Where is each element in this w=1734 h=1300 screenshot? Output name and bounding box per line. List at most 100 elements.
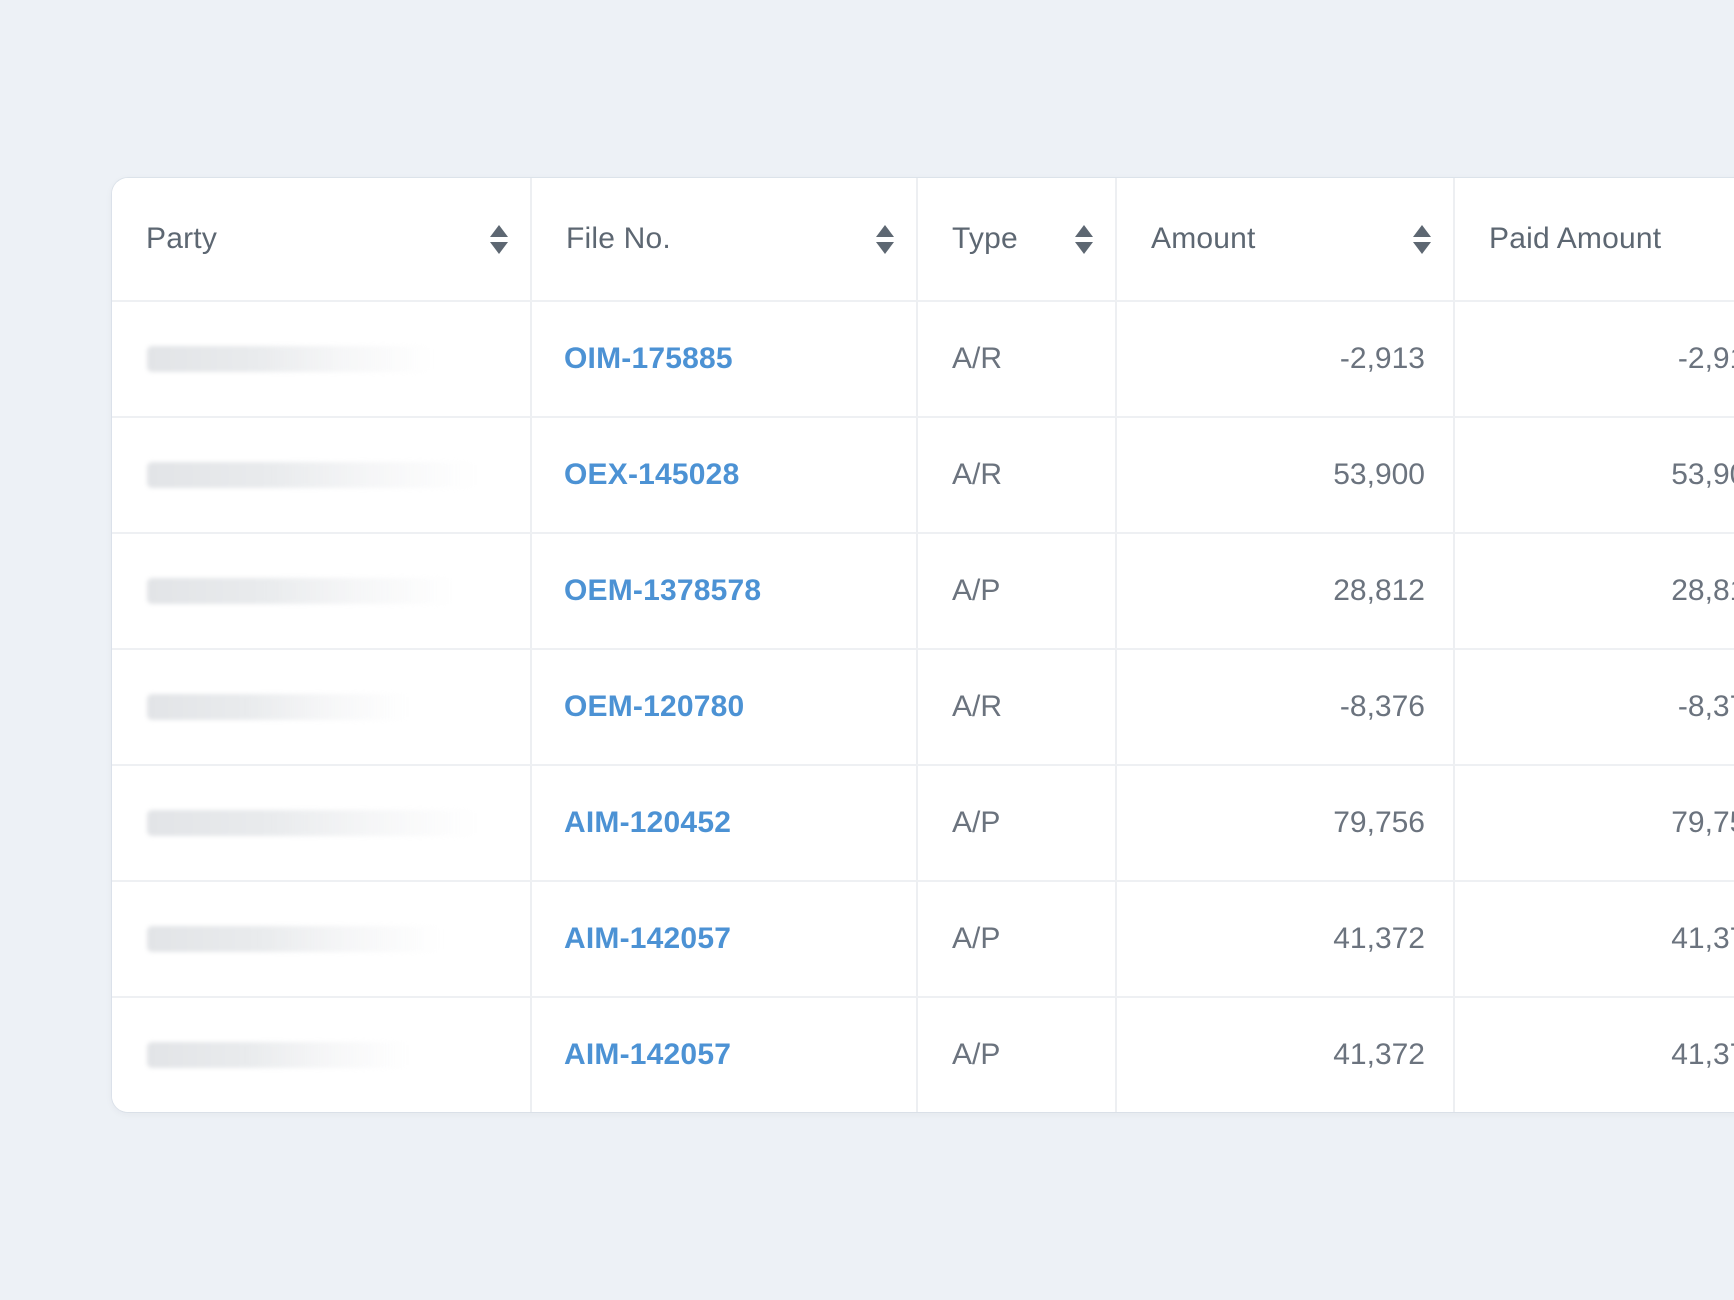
file-no-cell: AIM-120452 — [530, 764, 916, 880]
file-no-link[interactable]: AIM-120452 — [564, 806, 732, 839]
type-value: A/P — [952, 922, 1001, 955]
sort-icon[interactable] — [876, 224, 894, 254]
column-header-party[interactable]: Party — [112, 178, 530, 300]
paid-amount-value: 28,812 — [1671, 574, 1734, 607]
paid-amount-cell: -2,913 — [1453, 300, 1734, 416]
column-header-type[interactable]: Type — [916, 178, 1115, 300]
file-no-cell: OEX-145028 — [530, 416, 916, 532]
paid-amount-cell: 41,372 — [1453, 880, 1734, 996]
column-header-label: Type — [952, 222, 1018, 255]
file-no-link[interactable]: AIM-142057 — [564, 1038, 732, 1071]
file-no-cell: AIM-142057 — [530, 996, 916, 1112]
paid-amount-cell: -8,376 — [1453, 648, 1734, 764]
amount-cell: 41,372 — [1115, 996, 1453, 1112]
sort-down-arrow-icon — [1413, 241, 1431, 254]
amount-value: 41,372 — [1333, 1038, 1425, 1071]
amount-cell: 79,756 — [1115, 764, 1453, 880]
sort-up-arrow-icon — [876, 224, 894, 237]
type-value: A/R — [952, 690, 1003, 723]
column-header-label: Paid Amount — [1489, 222, 1662, 255]
paid-amount-cell: 41,372 — [1453, 996, 1734, 1112]
type-cell: A/R — [916, 648, 1115, 764]
paid-amount-value: 41,372 — [1671, 922, 1734, 955]
party-redacted-text — [147, 926, 442, 952]
party-redacted-text — [147, 1042, 409, 1068]
paid-amount-value: 53,900 — [1671, 458, 1734, 491]
table-body: OIM-175885 A/R -2,913 -2,913 OEX-145028 A/R 53… — [112, 300, 1734, 1112]
paid-amount-value: 79,756 — [1671, 806, 1734, 839]
party-redacted-text — [147, 694, 409, 720]
column-header-label: Party — [146, 222, 218, 255]
paid-amount-cell: 28,812 — [1453, 532, 1734, 648]
party-cell — [112, 880, 530, 996]
column-header-paid_amount[interactable]: Paid Amount — [1453, 178, 1734, 300]
column-header-file_no[interactable]: File No. — [530, 178, 916, 300]
party-redacted-text — [147, 346, 432, 372]
table-row: OIM-175885 A/R -2,913 -2,913 — [112, 300, 1734, 416]
type-cell: A/P — [916, 996, 1115, 1112]
amount-value: -2,913 — [1339, 342, 1425, 375]
amount-cell: -8,376 — [1115, 648, 1453, 764]
type-value: A/P — [952, 806, 1001, 839]
file-no-link[interactable]: OEX-145028 — [564, 458, 740, 491]
table-row: AIM-142057 A/P 41,372 41,372 — [112, 996, 1734, 1112]
party-cell — [112, 996, 530, 1112]
sort-down-arrow-icon — [876, 241, 894, 254]
file-no-link[interactable]: OEM-120780 — [564, 690, 745, 723]
amount-cell: 53,900 — [1115, 416, 1453, 532]
amount-value: 79,756 — [1333, 806, 1425, 839]
file-no-cell: AIM-142057 — [530, 880, 916, 996]
file-no-cell: OIM-175885 — [530, 300, 916, 416]
party-cell — [112, 532, 530, 648]
sort-down-arrow-icon — [1075, 241, 1093, 254]
file-no-link[interactable]: OIM-175885 — [564, 342, 733, 375]
type-cell: A/P — [916, 532, 1115, 648]
party-cell — [112, 300, 530, 416]
party-redacted-text — [147, 462, 477, 488]
paid-amount-value: -2,913 — [1677, 342, 1734, 375]
type-cell: A/R — [916, 416, 1115, 532]
paid-amount-value: -8,376 — [1677, 690, 1734, 723]
amount-value: -8,376 — [1339, 690, 1425, 723]
file-no-link[interactable]: AIM-142057 — [564, 922, 732, 955]
type-cell: A/R — [916, 300, 1115, 416]
type-cell: A/P — [916, 880, 1115, 996]
party-cell — [112, 416, 530, 532]
amount-value: 53,900 — [1333, 458, 1425, 491]
paid-amount-cell: 53,900 — [1453, 416, 1734, 532]
column-header-amount[interactable]: Amount — [1115, 178, 1453, 300]
amount-cell: 41,372 — [1115, 880, 1453, 996]
table-row: AIM-120452 A/P 79,756 79,756 — [112, 764, 1734, 880]
sort-up-arrow-icon — [490, 224, 508, 237]
type-cell: A/P — [916, 764, 1115, 880]
table-row: AIM-142057 A/P 41,372 41,372 — [112, 880, 1734, 996]
amount-cell: 28,812 — [1115, 532, 1453, 648]
type-value: A/R — [952, 342, 1003, 375]
sort-up-arrow-icon — [1413, 224, 1431, 237]
type-value: A/R — [952, 458, 1003, 491]
sort-icon[interactable] — [490, 224, 508, 254]
sort-icon[interactable] — [1413, 224, 1431, 254]
sort-down-arrow-icon — [490, 241, 508, 254]
table-row: OEM-120780 A/R -8,376 -8,376 — [112, 648, 1734, 764]
party-cell — [112, 764, 530, 880]
paid-amount-value: 41,372 — [1671, 1038, 1734, 1071]
party-cell — [112, 648, 530, 764]
table-row: OEX-145028 A/R 53,900 53,900 — [112, 416, 1734, 532]
file-no-link[interactable]: OEM-1378578 — [564, 574, 762, 607]
party-redacted-text — [147, 578, 455, 604]
amount-value: 41,372 — [1333, 922, 1425, 955]
file-no-cell: OEM-120780 — [530, 648, 916, 764]
column-header-label: Amount — [1151, 222, 1256, 255]
invoices-table: Party File No. Type Amount Paid Amount OIM-1… — [112, 178, 1734, 1112]
type-value: A/P — [952, 574, 1001, 607]
sort-up-arrow-icon — [1075, 224, 1093, 237]
table-header-row: Party File No. Type Amount Paid Amount — [112, 178, 1734, 300]
amount-value: 28,812 — [1333, 574, 1425, 607]
table-row: OEM-1378578 A/P 28,812 28,812 — [112, 532, 1734, 648]
amount-cell: -2,913 — [1115, 300, 1453, 416]
sort-icon[interactable] — [1075, 224, 1093, 254]
type-value: A/P — [952, 1038, 1001, 1071]
invoices-table-card: Party File No. Type Amount Paid Amount OIM-1… — [112, 178, 1734, 1112]
